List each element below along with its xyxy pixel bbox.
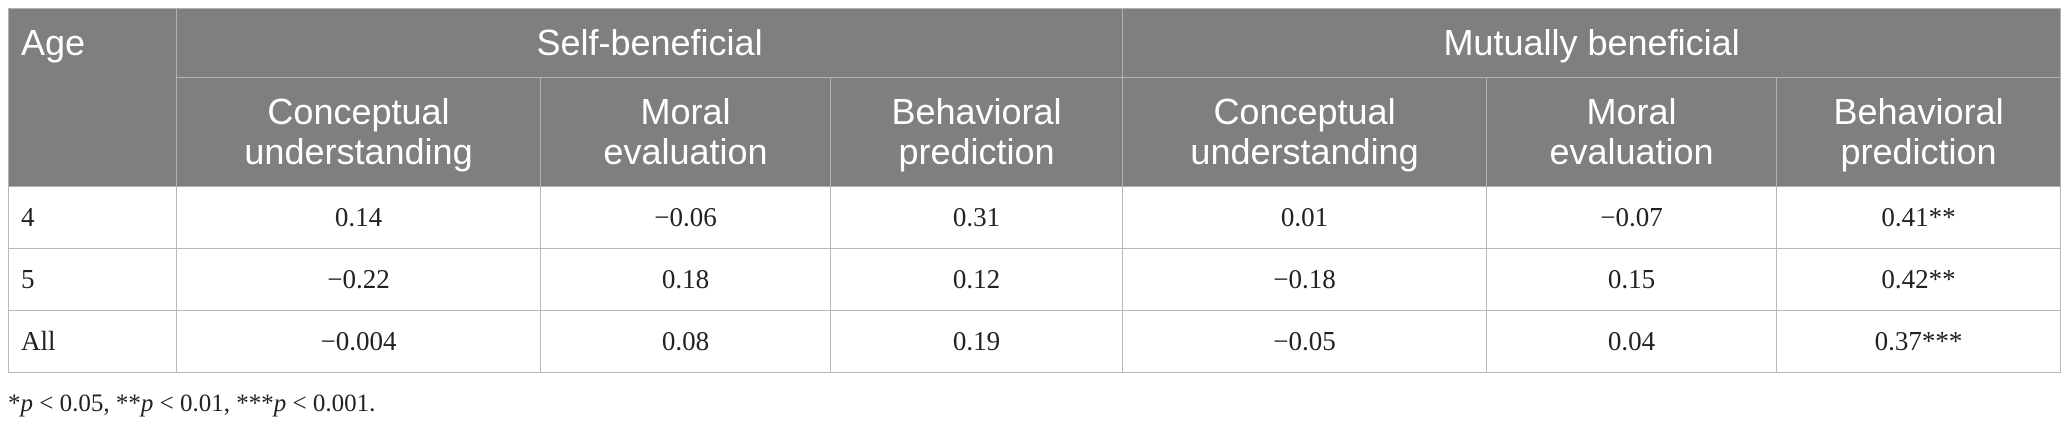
subheader-behavioral-prediction: Behavioral prediction <box>829 77 1124 187</box>
table-cell: 0.18 <box>540 248 831 311</box>
correlation-table: Age Self-beneficial Mutually beneficial … <box>8 8 2062 373</box>
subheader-moral-evaluation: Moral evaluation <box>540 77 831 187</box>
table-cell: −0.06 <box>540 186 831 249</box>
header-row-groups: Age Self-beneficial Mutually beneficial <box>8 8 2062 187</box>
header-row-measures: Conceptual understanding Moral evaluation … <box>9 77 2062 187</box>
table-row: 5 −0.22 0.18 0.12 −0.18 0.15 0.42** <box>8 248 2062 311</box>
table-cell: 0.31 <box>829 186 1124 249</box>
subheader-behavioral-prediction: Behavioral prediction <box>1776 77 2062 187</box>
table-cell: 0.08 <box>540 310 831 373</box>
table-cell: 0.04 <box>1486 310 1778 373</box>
age-header: Age <box>8 8 177 187</box>
table-cell: 0.01 <box>1122 186 1488 249</box>
row-label-age: 5 <box>8 248 177 311</box>
group-header-mutually-beneficial: Mutually beneficial <box>1122 8 2062 78</box>
table-cell: 0.15 <box>1486 248 1778 311</box>
table-cell: −0.07 <box>1486 186 1778 249</box>
table-cell: −0.05 <box>1122 310 1488 373</box>
table-cell: 0.41** <box>1776 186 2062 249</box>
table-cell: 0.42** <box>1776 248 2062 311</box>
table-cell: 0.14 <box>176 186 541 249</box>
table-cell: 0.12 <box>829 248 1124 311</box>
group-header-self-beneficial: Self-beneficial <box>175 8 1124 78</box>
row-label-age: All <box>8 310 177 373</box>
subheader-moral-evaluation: Moral evaluation <box>1486 77 1778 187</box>
table-row: 4 0.14 −0.06 0.31 0.01 −0.07 0.41** <box>8 186 2062 249</box>
table-cell: 0.19 <box>829 310 1124 373</box>
table-row: All −0.004 0.08 0.19 −0.05 0.04 0.37*** <box>8 310 2062 373</box>
table-cell: −0.18 <box>1122 248 1488 311</box>
subheader-conceptual-understanding: Conceptual understanding <box>1122 77 1488 187</box>
table-cell: −0.22 <box>176 248 541 311</box>
table-footnote: *p < 0.05, **p < 0.01, ***p < 0.001. <box>8 390 376 417</box>
row-label-age: 4 <box>8 186 177 249</box>
table-cell: −0.004 <box>176 310 541 373</box>
subheader-conceptual-understanding: Conceptual understanding <box>176 77 541 187</box>
results-table-container: Age Self-beneficial Mutually beneficial … <box>8 8 2062 373</box>
table-cell: 0.37*** <box>1776 310 2062 373</box>
